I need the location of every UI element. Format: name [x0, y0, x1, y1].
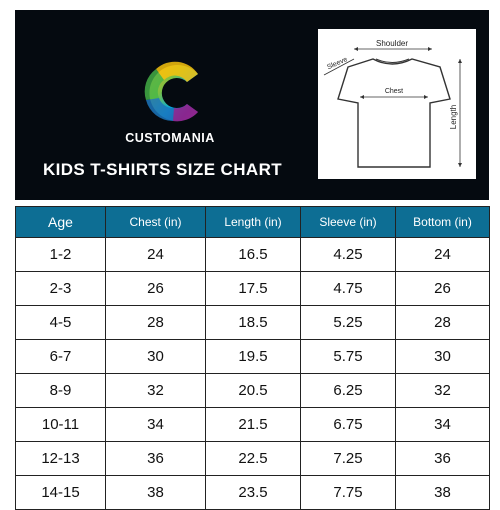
table-row: 4-5 28 18.5 5.25 28 — [15, 305, 490, 340]
bottom-cell: 32 — [395, 373, 490, 408]
column-header-age: Age — [15, 206, 106, 238]
size-diagram: Shoulder Sleeve Chest Length — [318, 29, 476, 179]
bottom-cell: 24 — [395, 237, 490, 272]
chest-cell: 32 — [105, 373, 206, 408]
length-cell: 20.5 — [205, 373, 301, 408]
length-cell: 18.5 — [205, 305, 301, 340]
table-header-row: Age Chest (in) Length (in) Sleeve (in) B… — [15, 206, 490, 238]
table-row: 6-7 30 19.5 5.75 30 — [15, 339, 490, 374]
bottom-cell: 26 — [395, 271, 490, 306]
shoulder-label: Shoulder — [376, 39, 408, 48]
chest-cell: 30 — [105, 339, 206, 374]
chest-cell: 36 — [105, 441, 206, 476]
length-cell: 16.5 — [205, 237, 301, 272]
sleeve-cell: 7.75 — [300, 475, 396, 510]
sleeve-cell: 6.75 — [300, 407, 396, 442]
age-cell: 1-2 — [15, 237, 106, 272]
column-header-bottom: Bottom (in) — [395, 206, 490, 238]
size-table: Age Chest (in) Length (in) Sleeve (in) B… — [15, 206, 490, 510]
bottom-cell: 34 — [395, 407, 490, 442]
column-header-chest: Chest (in) — [105, 206, 206, 238]
sleeve-cell: 4.25 — [300, 237, 396, 272]
chest-cell: 34 — [105, 407, 206, 442]
length-cell: 21.5 — [205, 407, 301, 442]
chest-cell: 28 — [105, 305, 206, 340]
length-label: Length — [449, 105, 458, 129]
length-cell: 23.5 — [205, 475, 301, 510]
sleeve-cell: 4.75 — [300, 271, 396, 306]
chart-title: KIDS T-SHIRTS SIZE CHART — [42, 160, 283, 179]
bottom-cell: 30 — [395, 339, 490, 374]
bottom-cell: 38 — [395, 475, 490, 510]
sleeve-cell: 6.25 — [300, 373, 396, 408]
chest-cell: 26 — [105, 271, 206, 306]
chest-cell: 24 — [105, 237, 206, 272]
length-cell: 17.5 — [205, 271, 301, 306]
column-header-length: Length (in) — [205, 206, 301, 238]
sleeve-cell: 5.25 — [300, 305, 396, 340]
sleeve-label: Sleeve — [326, 56, 348, 71]
c-logo-icon — [140, 60, 206, 126]
sleeve-cell: 5.75 — [300, 339, 396, 374]
age-cell: 2-3 — [15, 271, 106, 306]
table-row: 8-9 32 20.5 6.25 32 — [15, 373, 490, 408]
age-cell: 12-13 — [15, 441, 106, 476]
table-row: 1-2 24 16.5 4.25 24 — [15, 237, 490, 272]
bottom-cell: 36 — [395, 441, 490, 476]
age-cell: 6-7 — [15, 339, 106, 374]
tshirt-outline-icon: Shoulder Sleeve Chest Length — [323, 39, 462, 168]
bottom-cell: 28 — [395, 305, 490, 340]
table-row: 12-13 36 22.5 7.25 36 — [15, 441, 490, 476]
length-cell: 22.5 — [205, 441, 301, 476]
length-cell: 19.5 — [205, 339, 301, 374]
table-row: 14-15 38 23.5 7.75 38 — [15, 475, 490, 510]
age-cell: 4-5 — [15, 305, 106, 340]
chest-label: Chest — [385, 88, 403, 95]
age-cell: 10-11 — [15, 407, 106, 442]
brand-name: CUSTOMANIA — [125, 131, 215, 145]
chest-cell: 38 — [105, 475, 206, 510]
table-row: 10-11 34 21.5 6.75 34 — [15, 407, 490, 442]
sleeve-cell: 7.25 — [300, 441, 396, 476]
column-header-sleeve: Sleeve (in) — [300, 206, 396, 238]
table-row: 2-3 26 17.5 4.75 26 — [15, 271, 490, 306]
age-cell: 14-15 — [15, 475, 106, 510]
age-cell: 8-9 — [15, 373, 106, 408]
